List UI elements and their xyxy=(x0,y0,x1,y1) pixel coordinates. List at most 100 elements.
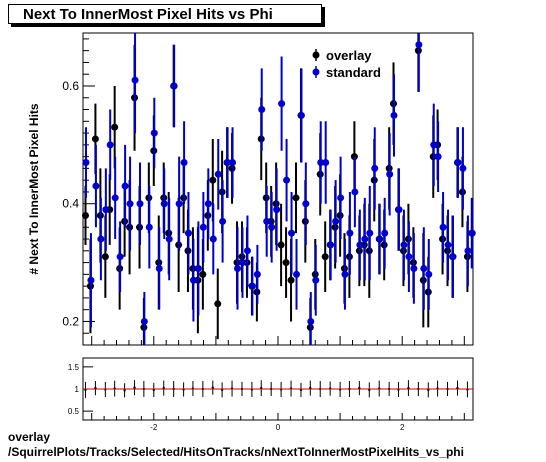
y-axis-title: # Next To InnerMost Pixel Hits xyxy=(27,103,41,274)
standard-point xyxy=(92,182,100,190)
standard-point xyxy=(293,270,301,278)
standard-point xyxy=(346,229,354,237)
standard-point xyxy=(150,129,158,137)
standard-point xyxy=(444,241,452,249)
standard-point xyxy=(160,200,168,208)
standard-point xyxy=(337,194,345,202)
standard-point xyxy=(327,241,335,249)
standard-point xyxy=(317,159,325,167)
ratio-point xyxy=(211,386,214,389)
standard-point xyxy=(180,159,188,167)
standard-point xyxy=(170,82,178,90)
standard-point xyxy=(155,264,163,272)
standard-point xyxy=(243,247,251,255)
standard-point xyxy=(400,241,408,249)
standard-point xyxy=(341,270,349,278)
standard-point xyxy=(312,276,320,284)
standard-point xyxy=(386,170,394,178)
legend: overlay standard xyxy=(312,48,381,80)
overlay-point xyxy=(287,276,295,284)
standard-point xyxy=(405,253,413,261)
standard-point xyxy=(131,76,139,84)
ratio-point xyxy=(123,389,126,392)
standard-point xyxy=(366,229,374,237)
standard-point xyxy=(199,223,207,231)
standard-point xyxy=(140,317,148,325)
standard-point xyxy=(439,223,447,231)
overlay-point xyxy=(91,135,99,143)
standard-point xyxy=(145,223,153,231)
standard-point xyxy=(106,141,114,149)
standard-point xyxy=(126,200,134,208)
standard-point xyxy=(356,241,364,249)
overlay-point xyxy=(111,123,119,131)
overlay-point xyxy=(101,253,109,261)
standard-point xyxy=(268,223,276,231)
standard-point xyxy=(184,229,192,237)
overlay-point xyxy=(209,176,217,184)
standard-point xyxy=(87,276,95,284)
standard-point xyxy=(189,276,197,284)
footer-line-2: /SquirrelPlots/Tracks/Selected/HitsOnTra… xyxy=(8,445,464,459)
overlay-point xyxy=(214,300,222,308)
standard-point xyxy=(420,264,428,272)
standard-point xyxy=(322,159,330,167)
overlay-point xyxy=(321,253,329,261)
y-tick-label: 0.4 xyxy=(62,197,79,211)
standard-point xyxy=(288,229,296,237)
y-tick-label: 0.2 xyxy=(62,314,79,328)
standard-point xyxy=(121,182,129,190)
overlay-point xyxy=(277,241,285,249)
standard-point xyxy=(165,235,173,243)
standard-point xyxy=(214,170,222,178)
standard-point xyxy=(390,111,398,119)
overlay-point xyxy=(292,194,300,202)
ratio-x-tick-label: -2 xyxy=(150,423,158,432)
standard-point xyxy=(194,264,202,272)
standard-point xyxy=(449,253,457,261)
standard-point xyxy=(234,264,242,272)
ratio-y-tick-label: 1 xyxy=(75,385,80,394)
standard-point xyxy=(307,317,315,325)
legend-label-overlay: overlay xyxy=(326,48,372,63)
standard-point xyxy=(102,206,110,214)
legend-marker-overlay xyxy=(312,51,320,59)
standard-point xyxy=(273,206,281,214)
ratio-y-tick-label: 0.5 xyxy=(68,407,80,416)
ratio-y-tick-label: 1.5 xyxy=(68,363,80,372)
standard-point xyxy=(258,106,266,114)
overlay-point xyxy=(199,270,207,278)
standard-point xyxy=(136,200,144,208)
footer-caption: overlay /SquirrelPlots/Tracks/Selected/H… xyxy=(8,430,464,460)
standard-point xyxy=(253,270,261,278)
standard-point xyxy=(332,217,340,225)
standard-point xyxy=(283,176,291,184)
standard-point xyxy=(238,259,246,267)
standard-point xyxy=(111,194,119,202)
standard-point xyxy=(219,217,227,225)
chart-title: Next To InnerMost Pixel Hits vs Phi xyxy=(8,4,322,24)
ratio-x-tick-label: 2 xyxy=(400,423,405,432)
standard-point xyxy=(297,111,305,119)
standard-point xyxy=(116,253,124,261)
standard-point xyxy=(468,229,476,237)
standard-point xyxy=(376,235,384,243)
standard-point xyxy=(381,229,389,237)
standard-point xyxy=(248,282,256,290)
standard-point xyxy=(425,270,433,278)
standard-point xyxy=(263,217,271,225)
standard-point xyxy=(175,200,183,208)
standard-point xyxy=(415,41,423,49)
standard-point xyxy=(464,247,472,255)
standard-point xyxy=(459,164,467,172)
standard-point xyxy=(395,206,403,214)
legend-label-standard: standard xyxy=(326,65,381,80)
standard-point xyxy=(410,264,418,272)
standard-point xyxy=(454,159,462,167)
ratio-point xyxy=(133,386,136,389)
standard-point xyxy=(204,200,212,208)
standard-point xyxy=(229,159,237,167)
standard-point xyxy=(82,159,90,167)
legend-marker-standard xyxy=(312,68,320,76)
